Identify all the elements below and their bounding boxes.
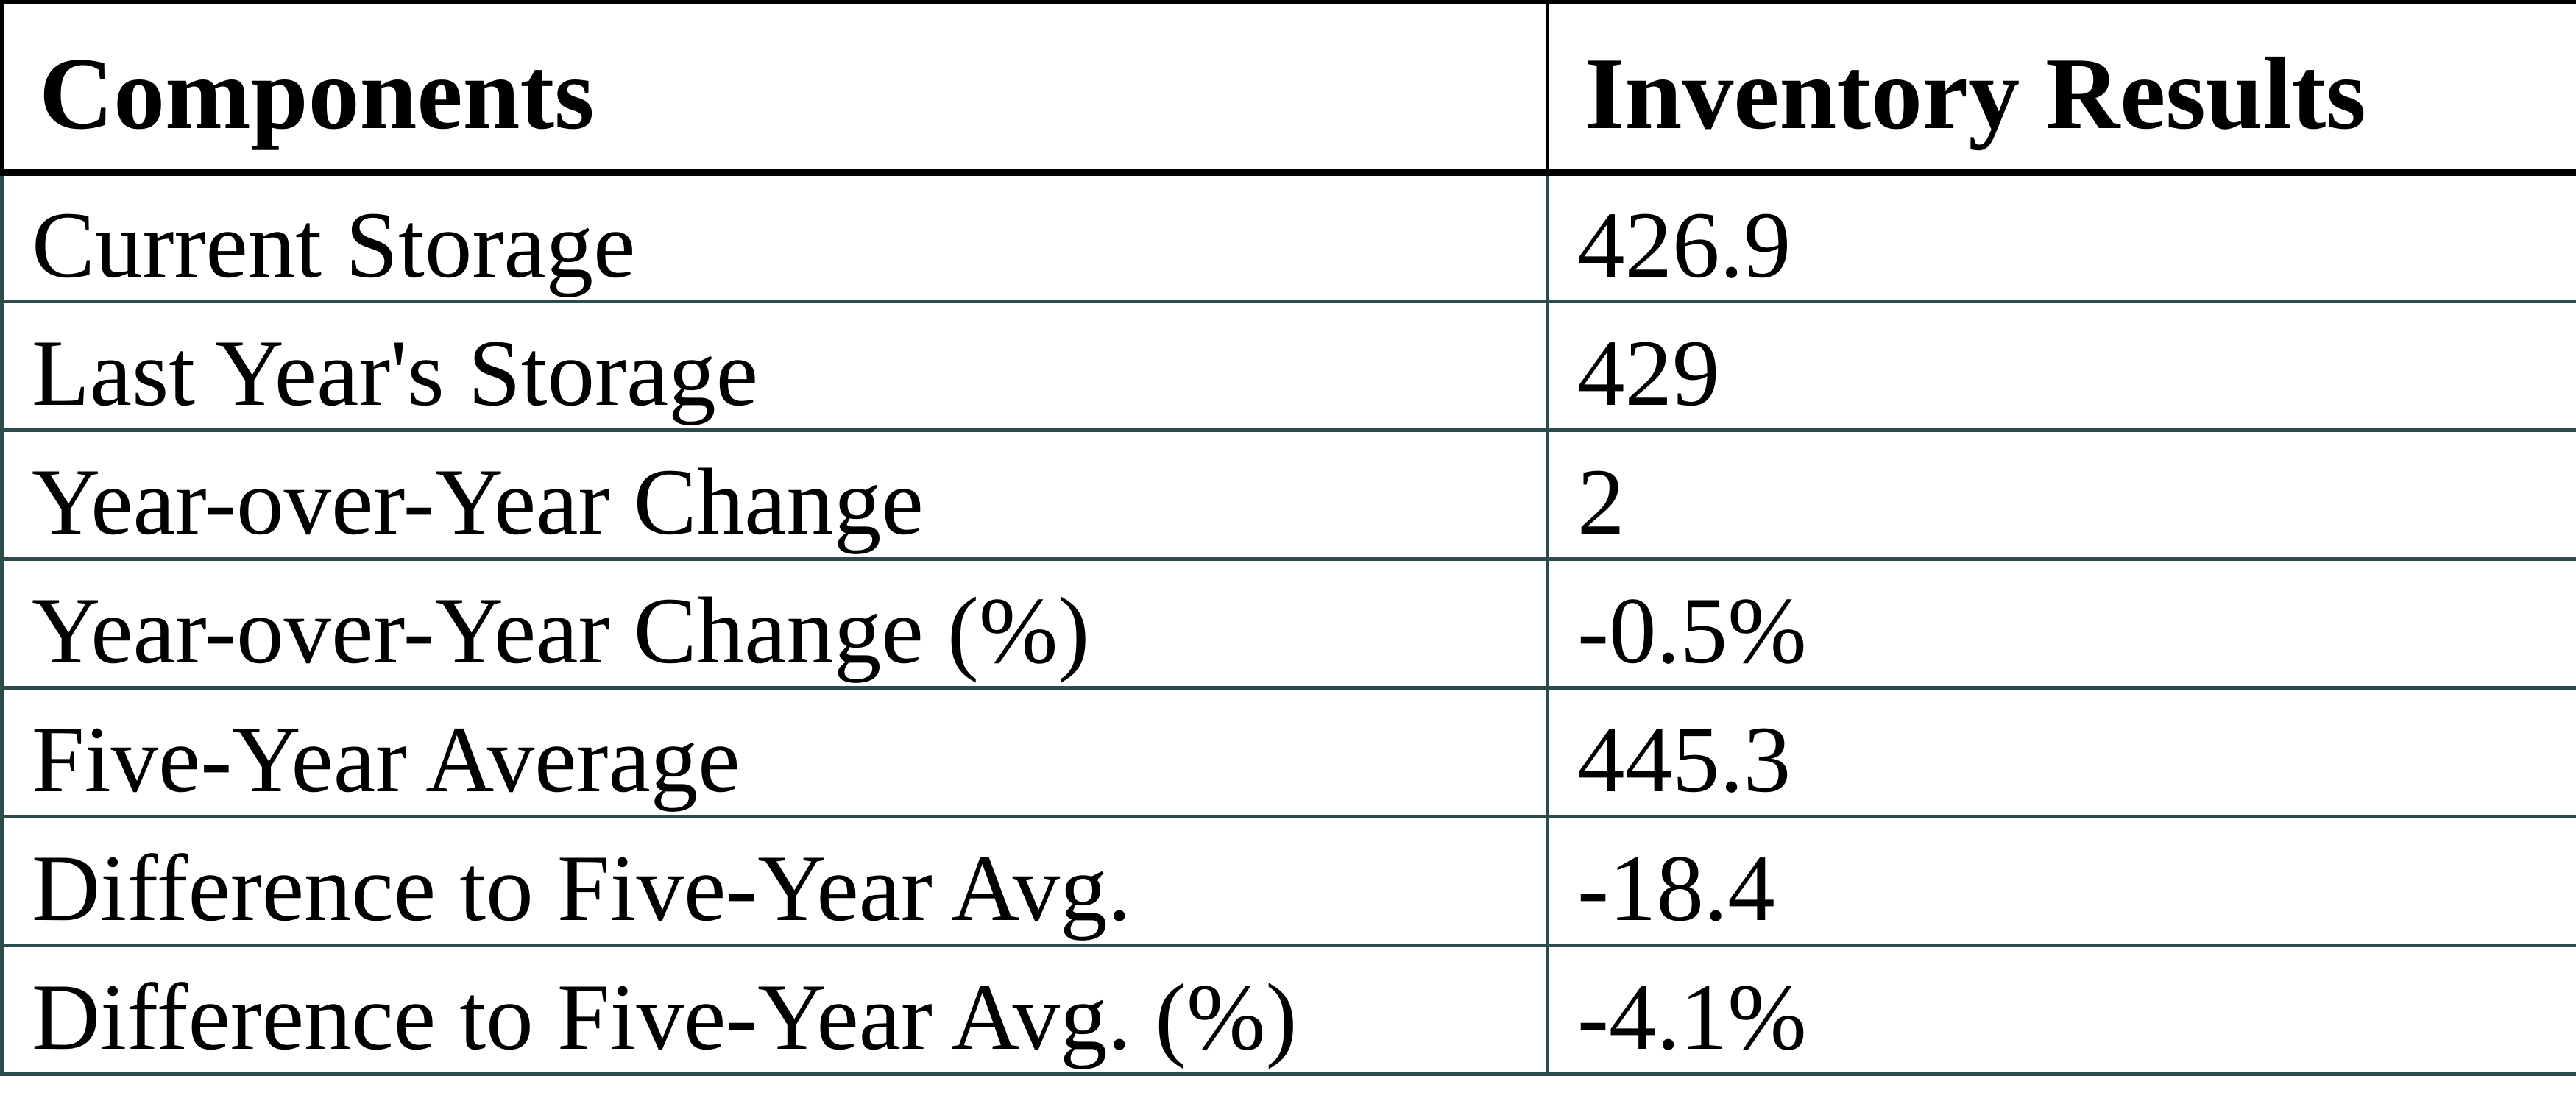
components-header-label: Components bbox=[39, 36, 595, 151]
component-cell: Year-over-Year Change (%) bbox=[0, 557, 1549, 690]
component-label: Year-over-Year Change bbox=[32, 448, 924, 554]
component-label: Five-Year Average bbox=[32, 706, 740, 812]
components-header-cell: Components bbox=[0, 0, 1549, 176]
table-row: Last Year's Storage 429 bbox=[0, 300, 2576, 432]
value-text: -18.4 bbox=[1577, 835, 1775, 941]
component-cell: Last Year's Storage bbox=[0, 300, 1549, 432]
component-label: Year-over-Year Change (%) bbox=[32, 577, 1090, 683]
value-text: -0.5% bbox=[1577, 577, 1807, 683]
value-cell: -18.4 bbox=[1546, 815, 2576, 947]
value-text: 426.9 bbox=[1577, 191, 1791, 297]
value-text: 429 bbox=[1577, 319, 1720, 425]
component-cell: Difference to Five-Year Avg. bbox=[0, 815, 1549, 947]
component-label: Difference to Five-Year Avg. bbox=[32, 835, 1131, 941]
value-cell: -4.1% bbox=[1546, 944, 2576, 1076]
header-row: Components Inventory Results bbox=[0, 0, 2576, 176]
inventory-results-header-cell: Inventory Results bbox=[1546, 0, 2576, 176]
value-cell: 2 bbox=[1546, 428, 2576, 561]
component-cell: Difference to Five-Year Avg. (%) bbox=[0, 944, 1549, 1076]
table-row: Difference to Five-Year Avg. -18.4 bbox=[0, 815, 2576, 947]
value-text: 445.3 bbox=[1577, 706, 1791, 812]
value-cell: -0.5% bbox=[1546, 557, 2576, 690]
value-text: 2 bbox=[1577, 448, 1625, 554]
component-label: Difference to Five-Year Avg. (%) bbox=[32, 963, 1298, 1069]
component-cell: Five-Year Average bbox=[0, 686, 1549, 818]
component-cell: Current Storage bbox=[0, 171, 1549, 303]
value-cell: 429 bbox=[1546, 300, 2576, 432]
table-row: Year-over-Year Change (%) -0.5% bbox=[0, 557, 2576, 690]
component-label: Last Year's Storage bbox=[32, 319, 759, 425]
table-header: Components Inventory Results bbox=[0, 0, 2576, 176]
table-row: Difference to Five-Year Avg. (%) -4.1% bbox=[0, 944, 2576, 1076]
inventory-table: Components Inventory Results Current Sto… bbox=[0, 0, 2576, 1076]
value-text: -4.1% bbox=[1577, 963, 1807, 1069]
table-body: Current Storage 426.9 Last Year's Storag… bbox=[0, 171, 2576, 1076]
component-cell: Year-over-Year Change bbox=[0, 428, 1549, 561]
value-cell: 445.3 bbox=[1546, 686, 2576, 818]
table-row: Year-over-Year Change 2 bbox=[0, 428, 2576, 561]
value-cell: 426.9 bbox=[1546, 171, 2576, 303]
table-row: Five-Year Average 445.3 bbox=[0, 686, 2576, 818]
inventory-results-header-label: Inventory Results bbox=[1585, 36, 2366, 151]
component-label: Current Storage bbox=[32, 191, 636, 297]
table-row: Current Storage 426.9 bbox=[0, 171, 2576, 303]
